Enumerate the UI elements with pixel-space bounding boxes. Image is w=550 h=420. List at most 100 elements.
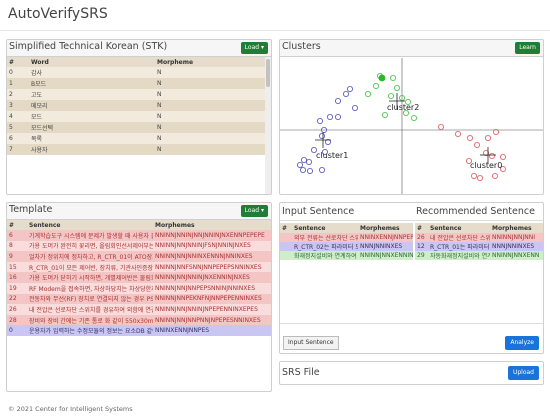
row-index: 1 (7, 78, 29, 89)
template-header: Template Load ▾ (7, 203, 271, 220)
row-word: 목록 (29, 133, 155, 144)
table-row[interactable]: 29 자동화재정지설비와 연계 NNINNJNNXENN (415, 251, 543, 260)
row-morphemes: NNINXENNJNNPEPEPS (358, 233, 413, 242)
recommended-table-wrap[interactable]: # Sentence Morphemes 26 내 전압은 선로차단 스위 NNIN… (415, 223, 543, 260)
row-index: 2 (7, 89, 29, 100)
header-divider (0, 30, 550, 31)
table-row[interactable]: 22 전동차와 무선(RF) 장치로 연결되지 않는 경우 PSD NNINNJNN… (7, 293, 271, 305)
table-row[interactable]: 28 장비와 장비 간에는 기존 통로 화 같이 550x30mm NNINNJNN… (7, 314, 271, 326)
row-morphemes: NNINNJNNXENN (490, 251, 543, 260)
row-sentence: RF Modem을 접속하면, 자상하당치는 차상당한지사 장 (27, 282, 153, 294)
table-row[interactable]: 3 메모리 N (7, 100, 271, 111)
stk-title: Simplified Technical Korean (STK) (9, 41, 168, 52)
table-row[interactable]: 7 사용자 N (7, 144, 271, 155)
cluster-point (317, 118, 324, 125)
cluster-point (327, 114, 334, 121)
col-index: # (280, 223, 292, 233)
cluster-point (390, 74, 397, 81)
row-word: 메모리 (29, 100, 155, 111)
table-row[interactable]: 15 R_CTR_01이 모든 제어반, 장치류, 기관사인증장치 NNINNJNN… (7, 261, 271, 273)
table-row[interactable]: 8 가용 도머가 완전히 꽃리면, 올림회인선서제어부는 NNINNJNNJNNIN… (7, 240, 271, 252)
table-row[interactable]: 9 얼차가 정위치에 정차하고, R_CTR_01이 ATO장치에 NNINNJNN… (7, 251, 271, 262)
row-sentence: 운용자가 입력하는 수정모듈의 정보는 요소DB 같이 (27, 325, 153, 336)
row-sentence: 내 전압은 선로차단 스위치를 경유하여 외함에 연결되 (27, 304, 153, 315)
cluster-point (437, 124, 444, 131)
table-row[interactable]: 0 감사 N (7, 67, 271, 78)
footer: © 2021 Center for Intelligent Systems (8, 405, 133, 413)
table-row[interactable]: 26 내 전압은 선로차단 스위치를 경유하여 외함에 연결되 NNINNJNNJN… (7, 304, 271, 315)
col-sentence: Sentence (292, 223, 358, 233)
cluster-point (310, 147, 317, 154)
col-index: # (7, 57, 29, 67)
cluster-plot: cluster2 cluster1 cluster0 (280, 58, 543, 194)
cluster-point (492, 129, 499, 136)
row-index: 6 (7, 230, 27, 241)
cluster-point (488, 153, 495, 160)
row-morphemes: NNNJNNINXES (490, 242, 543, 251)
table-row[interactable]: 1 B모드 N (7, 78, 271, 89)
row-morpheme: N (155, 67, 271, 78)
row-word: 감사 (29, 67, 155, 78)
row-morpheme: N (155, 89, 271, 100)
table-row[interactable]: 4 모드 N (7, 111, 271, 122)
table-row[interactable]: 12R_CTR_01는 파라미터 또NNNJNNINXES (415, 242, 543, 251)
row-sentence: 가용 도머가 닫히기 시작하면, 개별제어반은 물림회로 (27, 272, 153, 283)
table-row[interactable]: 외부 전류는 선로차단 스위치를 경유NNINXENNJNNPEPEPS (280, 233, 413, 242)
learn-button[interactable]: Learn (515, 42, 540, 54)
input-table-wrap[interactable]: # Sentence Morphemes 외부 전류는 선로차단 스위치를 경유… (280, 223, 413, 260)
srs-panel: SRS File Upload (279, 361, 544, 385)
row-index: 0 (7, 325, 27, 336)
template-table-wrap[interactable]: # Sentence Morphemes 6 기계학습도구 시스템에 문제가 발생… (7, 220, 271, 391)
table-row[interactable]: 0 운용자가 입력하는 수정모듈의 정보는 요소DB 같이 NNINXENNJNNP… (7, 325, 271, 336)
template-table: # Sentence Morphemes 6 기계학습도구 시스템에 문제가 발생… (7, 220, 271, 336)
table-row[interactable]: 6 목록 N (7, 133, 271, 144)
cluster-point (300, 157, 307, 164)
analyze-button[interactable]: Analyze (505, 336, 539, 350)
col-morphemes: Morphemes (490, 223, 543, 233)
row-index: 0 (7, 67, 29, 78)
row-sentence: 장비와 장비 간에는 기존 통로 화 같이 550x30mm (27, 314, 153, 326)
cluster-point (473, 142, 480, 149)
cluster-point (465, 158, 472, 165)
template-load-button[interactable]: Load ▾ (240, 205, 268, 217)
clusters-header: Clusters Learn (280, 40, 543, 57)
cluster-point (321, 127, 328, 134)
table-row[interactable]: 5 모드선택 N (7, 122, 271, 133)
row-index: 7 (7, 144, 29, 155)
table-row[interactable]: 16 가용 도머가 닫히기 시작하면, 개별제어반은 물림회로 NNINNJNNJN… (7, 272, 271, 283)
col-sentence: Sentence (428, 223, 490, 233)
row-index: 19 (7, 282, 27, 294)
row-index (280, 242, 292, 251)
cluster-point (335, 114, 342, 121)
table-row[interactable]: 2 고도 N (7, 89, 271, 100)
stk-table-wrap[interactable]: # Word Morpheme 0 감사 N 1 B모드 N 2 고도 N 3 메모리 N 4 모드 N 5 모… (7, 57, 271, 194)
row-index (280, 233, 292, 242)
upload-button[interactable]: Upload (507, 366, 539, 380)
cluster-point (454, 131, 461, 138)
cluster-point (394, 84, 401, 91)
row-morphemes: NNINNJNNINJNNJNNINJNXENNPEPEPE (153, 230, 271, 241)
cluster-label: cluster1 (316, 151, 348, 160)
stk-load-button[interactable]: Load ▾ (240, 42, 268, 54)
cluster-point (373, 82, 380, 89)
row-index (280, 251, 292, 260)
row-index: 12 (415, 242, 428, 251)
row-sentence: 가용 도머가 완전히 꽃리면, 올림회인선서제어부는 (27, 240, 153, 252)
table-row[interactable]: 6 기계학습도구 시스템에 문제가 발생할 때 사용자 들 NNINNJNNINJN… (7, 230, 271, 241)
col-word: Word (29, 57, 155, 67)
row-sentence: 얼차가 정위치에 정차하고, R_CTR_01이 ATO장치에 (27, 251, 153, 262)
stk-scrollbar[interactable] (265, 57, 271, 194)
cluster-point (305, 159, 312, 166)
scroll-thumb[interactable] (266, 59, 270, 87)
table-row[interactable]: R_CTR_02는 파라미터 또는 인수 사용NNNJNNINXES (280, 242, 413, 251)
table-row[interactable]: 26 내 전압은 선로차단 스위 NNINNJNNJNNI (415, 233, 543, 242)
cluster-point (352, 105, 359, 112)
table-row[interactable]: 화재정지설비와 연계하여 화재발생NNINNJNNXENNINXES (280, 251, 413, 260)
input-sentence-button[interactable]: Input Sentence (283, 336, 339, 350)
row-word: 사용자 (29, 144, 155, 155)
cluster-point (343, 91, 350, 98)
clusters-panel: Clusters Learn cluster2 cluster1 cluster0 (279, 39, 544, 195)
col-index: # (7, 220, 27, 230)
app-title: AutoVerifySRS (8, 6, 108, 22)
